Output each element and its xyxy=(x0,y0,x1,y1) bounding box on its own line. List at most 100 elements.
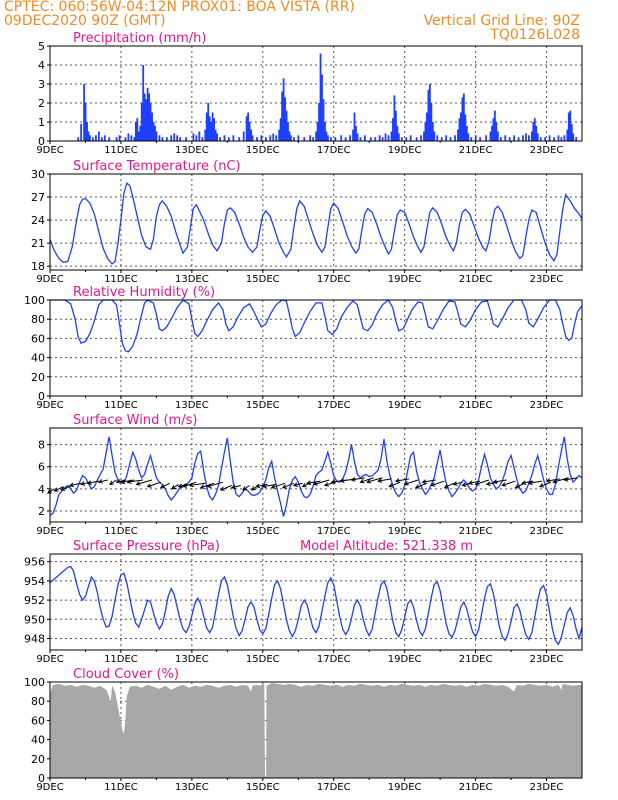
wind-arrow xyxy=(109,479,117,485)
x-tick-label: 9DEC xyxy=(36,654,63,665)
x-tick-label: 13DEC xyxy=(175,782,209,793)
y-tick-label: 948 xyxy=(24,632,45,645)
precip-bar xyxy=(327,135,329,141)
wind-arrow xyxy=(430,480,445,487)
precip-bar xyxy=(264,137,267,141)
precip-bar xyxy=(567,112,570,141)
precip-bar xyxy=(176,135,179,141)
wind-arrow-shaft xyxy=(515,482,525,489)
x-tick-label: 13DEC xyxy=(175,654,209,665)
wind-arrow xyxy=(359,477,374,484)
precip-bar xyxy=(496,131,499,141)
wind-arrow-shaft xyxy=(178,483,188,488)
wind-arrow xyxy=(538,481,552,488)
precip-bar xyxy=(381,137,384,141)
wind-arrow xyxy=(388,481,401,488)
wind-arrow-shaft xyxy=(47,488,55,494)
wind-arrow xyxy=(366,477,383,484)
precip-bar xyxy=(133,137,136,141)
precip-bar xyxy=(127,133,130,141)
precip-bar xyxy=(449,137,452,141)
y-tick-label: 956 xyxy=(24,556,45,569)
wind-arrow-shaft xyxy=(60,485,73,491)
pres-frame xyxy=(49,553,583,651)
precip-bar xyxy=(369,137,372,141)
cloud-title: Cloud Cover (%) xyxy=(73,667,179,682)
wind-arrow-shaft xyxy=(351,477,365,481)
wind-arrow xyxy=(135,479,153,486)
wind-arrow-head xyxy=(414,484,420,489)
precip-bar xyxy=(528,135,530,141)
y-tick-label: 27 xyxy=(31,191,45,204)
wind-arrow-head xyxy=(97,479,103,484)
wind-arrow xyxy=(242,485,250,491)
wind-arrow xyxy=(53,486,64,492)
wind-arrow-shaft xyxy=(564,477,578,481)
precip-bar xyxy=(211,112,214,141)
precip-bar xyxy=(349,135,351,141)
wind-arrow xyxy=(97,479,108,484)
wind-arrow-head xyxy=(86,480,92,485)
precip-bar xyxy=(415,137,418,141)
wind-arrow-head xyxy=(171,485,176,490)
precip-bar xyxy=(192,133,195,141)
x-tick-label: 21DEC xyxy=(459,145,493,156)
x-tick-label: 21DEC xyxy=(459,782,493,793)
precip-bar xyxy=(312,137,315,141)
x-tick-label: 13DEC xyxy=(175,274,209,285)
wind-arrow-head xyxy=(366,479,372,484)
precip-bar xyxy=(130,135,133,141)
x-tick-label: 15DEC xyxy=(246,400,280,411)
header-line-1: CPTEC: 060:56W-04:12N PROX01: BOA VISTA … xyxy=(4,0,355,15)
precip-bar xyxy=(431,122,434,141)
x-tick-label: 23DEC xyxy=(530,526,564,537)
precip-bar xyxy=(256,137,258,141)
precip-bar xyxy=(103,135,106,141)
precip-bar xyxy=(303,137,306,141)
precip-bar xyxy=(278,129,281,141)
wind-arrow-head xyxy=(115,479,121,484)
x-tick-label: 15DEC xyxy=(246,274,280,285)
precip-bar xyxy=(245,116,248,141)
precip-bar xyxy=(465,125,468,141)
wind-arrow-shaft xyxy=(546,478,560,482)
wind-arrow-shaft xyxy=(171,483,179,490)
precip-bar xyxy=(489,131,492,141)
wind-arrow-head xyxy=(250,486,256,491)
y-tick-label: 18 xyxy=(31,260,45,273)
wind-arrow-head xyxy=(527,480,533,486)
precip-bar xyxy=(575,137,578,141)
precip-bar xyxy=(420,135,422,141)
vertical-grid-line-label: Vertical Grid Line: 90Z xyxy=(423,13,580,29)
x-tick-label: 17DEC xyxy=(317,145,351,156)
wind-arrow-head xyxy=(538,483,544,488)
wind-arrow xyxy=(126,479,144,485)
wind-arrow-head xyxy=(242,486,247,491)
wind-arrow-head xyxy=(394,478,400,483)
wind-arrow xyxy=(527,480,543,486)
y-tick-label: 5 xyxy=(38,40,45,53)
precip-bar xyxy=(124,137,127,141)
precip-bar xyxy=(108,137,111,141)
precip-bar xyxy=(427,89,430,141)
header-line-2: 09DEC2020 90Z (GMT) xyxy=(4,13,166,29)
y-tick-label: 954 xyxy=(24,575,45,588)
y-tick-label: 950 xyxy=(24,613,45,626)
pres-title: Surface Pressure (hPa) xyxy=(73,539,220,554)
wind-arrow-shaft xyxy=(366,477,383,483)
wind-arrow xyxy=(171,483,179,490)
precip-bar xyxy=(201,137,204,141)
wind-arrow-shaft xyxy=(282,482,295,489)
y-tick-label: 24 xyxy=(31,214,45,227)
precip-bar xyxy=(115,137,118,141)
x-tick-label: 9DEC xyxy=(36,145,63,156)
precip-bar xyxy=(467,133,470,141)
precip-bar xyxy=(142,65,145,141)
precip-bar xyxy=(494,110,496,141)
wind-arrow-head xyxy=(126,479,132,485)
wind-arrow xyxy=(501,480,516,487)
precip-bar xyxy=(95,135,97,141)
y-tick-label: 8 xyxy=(38,439,45,452)
precip-bar xyxy=(210,122,213,141)
precip-bar xyxy=(566,129,569,141)
